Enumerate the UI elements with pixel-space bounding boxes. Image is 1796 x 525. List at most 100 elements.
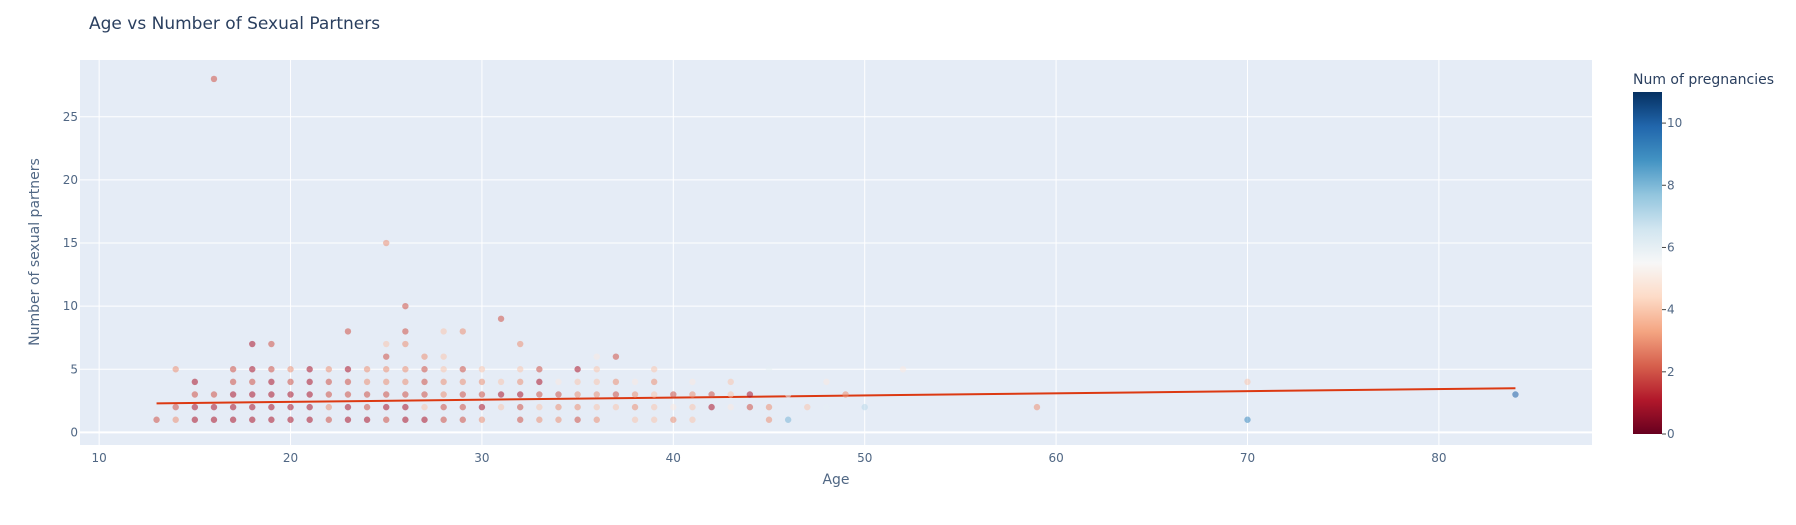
data-point	[383, 239, 390, 247]
data-point	[306, 403, 313, 411]
trendline-group	[156, 387, 1516, 405]
x-tick-label: 60	[1048, 451, 1063, 465]
data-point	[344, 378, 352, 386]
data-point	[689, 416, 696, 423]
data-point	[574, 416, 581, 423]
colorbar-title: Num of pregnancies	[1633, 72, 1774, 88]
data-point	[440, 353, 447, 360]
data-point	[191, 378, 199, 386]
data-point	[478, 378, 486, 386]
data-point	[440, 391, 447, 398]
data-point	[402, 416, 409, 423]
data-point	[459, 391, 466, 398]
colorbar-tick-label: 10	[1667, 116, 1682, 130]
data-point	[650, 391, 658, 398]
data-point	[536, 403, 543, 411]
colorbar	[1633, 92, 1662, 434]
data-point	[1512, 391, 1519, 398]
data-point	[555, 391, 562, 398]
data-point	[727, 378, 734, 386]
colorbar-tick-label: 0	[1667, 427, 1675, 441]
data-point	[440, 403, 447, 411]
data-point	[593, 416, 600, 423]
data-point	[306, 378, 313, 386]
points-group	[153, 75, 1519, 423]
data-point	[306, 416, 313, 423]
data-point	[402, 302, 409, 310]
data-point	[612, 391, 620, 398]
data-point	[325, 403, 333, 411]
data-point	[421, 378, 428, 386]
data-point	[402, 403, 409, 411]
data-point	[249, 366, 256, 373]
data-point	[612, 353, 620, 360]
data-point	[478, 416, 486, 423]
data-point	[440, 416, 447, 423]
data-point	[574, 378, 581, 386]
data-point	[210, 75, 218, 83]
data-point	[268, 340, 275, 348]
data-point	[344, 328, 352, 335]
data-point	[191, 403, 199, 411]
data-point	[899, 366, 907, 373]
data-point	[421, 403, 428, 411]
plot-area	[80, 60, 1592, 445]
data-point	[402, 328, 409, 335]
grid-lines	[80, 60, 1592, 445]
data-point	[459, 328, 466, 335]
y-tick-label: 15	[63, 236, 78, 250]
data-point	[593, 403, 600, 411]
data-point	[153, 416, 160, 423]
x-axis-ticks: 10 20 30 40 50 60 70 80	[91, 451, 1446, 465]
data-point	[593, 353, 600, 360]
data-point	[229, 366, 237, 373]
data-point	[325, 416, 333, 423]
data-point	[650, 416, 658, 423]
data-point	[574, 366, 581, 373]
data-point	[517, 340, 524, 348]
data-point	[229, 403, 237, 411]
data-point	[497, 315, 505, 322]
data-point	[287, 391, 294, 398]
data-point	[287, 403, 294, 411]
data-point	[325, 366, 333, 373]
data-point	[268, 403, 275, 411]
data-point	[306, 366, 313, 373]
data-point	[172, 403, 179, 411]
data-point	[363, 366, 371, 373]
data-point	[650, 403, 658, 411]
data-point	[344, 416, 352, 423]
data-point	[268, 416, 275, 423]
data-point	[650, 366, 658, 373]
data-point	[517, 378, 524, 386]
data-point	[383, 416, 390, 423]
y-tick-label: 0	[70, 425, 78, 439]
data-point	[1033, 403, 1041, 411]
data-point	[172, 416, 179, 423]
data-point	[517, 391, 524, 398]
x-axis-title: Age	[822, 472, 849, 488]
data-point	[459, 416, 466, 423]
data-point	[574, 403, 581, 411]
data-point	[631, 378, 639, 386]
data-point	[402, 340, 409, 348]
data-point	[402, 366, 409, 373]
x-tick-label: 40	[666, 451, 681, 465]
data-point	[708, 391, 715, 398]
data-point	[229, 391, 237, 398]
y-axis-title: Number of sexual partners	[27, 158, 43, 346]
data-point	[727, 403, 734, 411]
data-point	[670, 416, 677, 423]
data-point	[555, 403, 562, 411]
data-point	[363, 378, 371, 386]
data-point	[383, 391, 390, 398]
data-point	[440, 366, 447, 373]
data-point	[440, 378, 447, 386]
data-point	[478, 391, 486, 398]
data-point	[612, 378, 620, 386]
data-point	[210, 391, 218, 398]
data-point	[344, 366, 352, 373]
data-point	[421, 353, 428, 360]
data-point	[344, 403, 352, 411]
data-point	[325, 391, 333, 398]
